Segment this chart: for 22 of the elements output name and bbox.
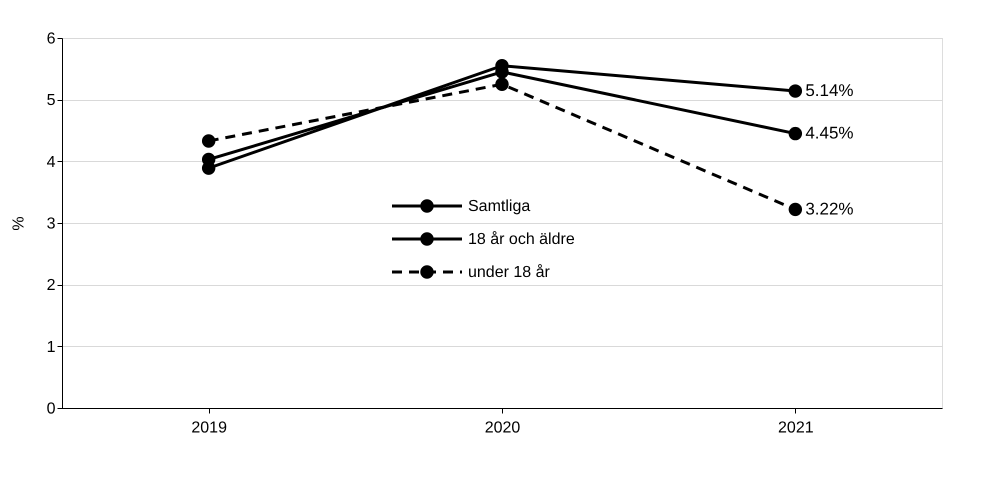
point <box>788 126 802 140</box>
point <box>495 78 509 91</box>
x-tick-label: 2019 <box>191 420 228 436</box>
x-tick-label: 2021 <box>778 420 814 436</box>
y-tick-label: 3 <box>46 216 56 232</box>
y-tick-label: 1 <box>46 338 56 356</box>
y-tick-label: 0 <box>46 400 56 418</box>
legend-label: 18 år och äldre <box>468 231 575 248</box>
point <box>788 202 802 216</box>
y-tick-label: 2 <box>46 277 56 294</box>
data-label: 3.22% <box>805 199 854 218</box>
point <box>788 84 802 98</box>
legend-label: Samtliga <box>468 198 530 215</box>
y-axis-title: % <box>10 216 28 231</box>
y-tick-label: 4 <box>46 154 56 171</box>
data-label: 4.45% <box>805 124 854 143</box>
legend-label: under 18 år <box>468 264 551 281</box>
data-label: 5.14% <box>805 81 854 100</box>
y-tick-label: 6 <box>46 30 56 48</box>
y-tick-label: 5 <box>46 92 56 110</box>
x-tick-label: 2020 <box>484 420 520 436</box>
point <box>202 134 216 148</box>
